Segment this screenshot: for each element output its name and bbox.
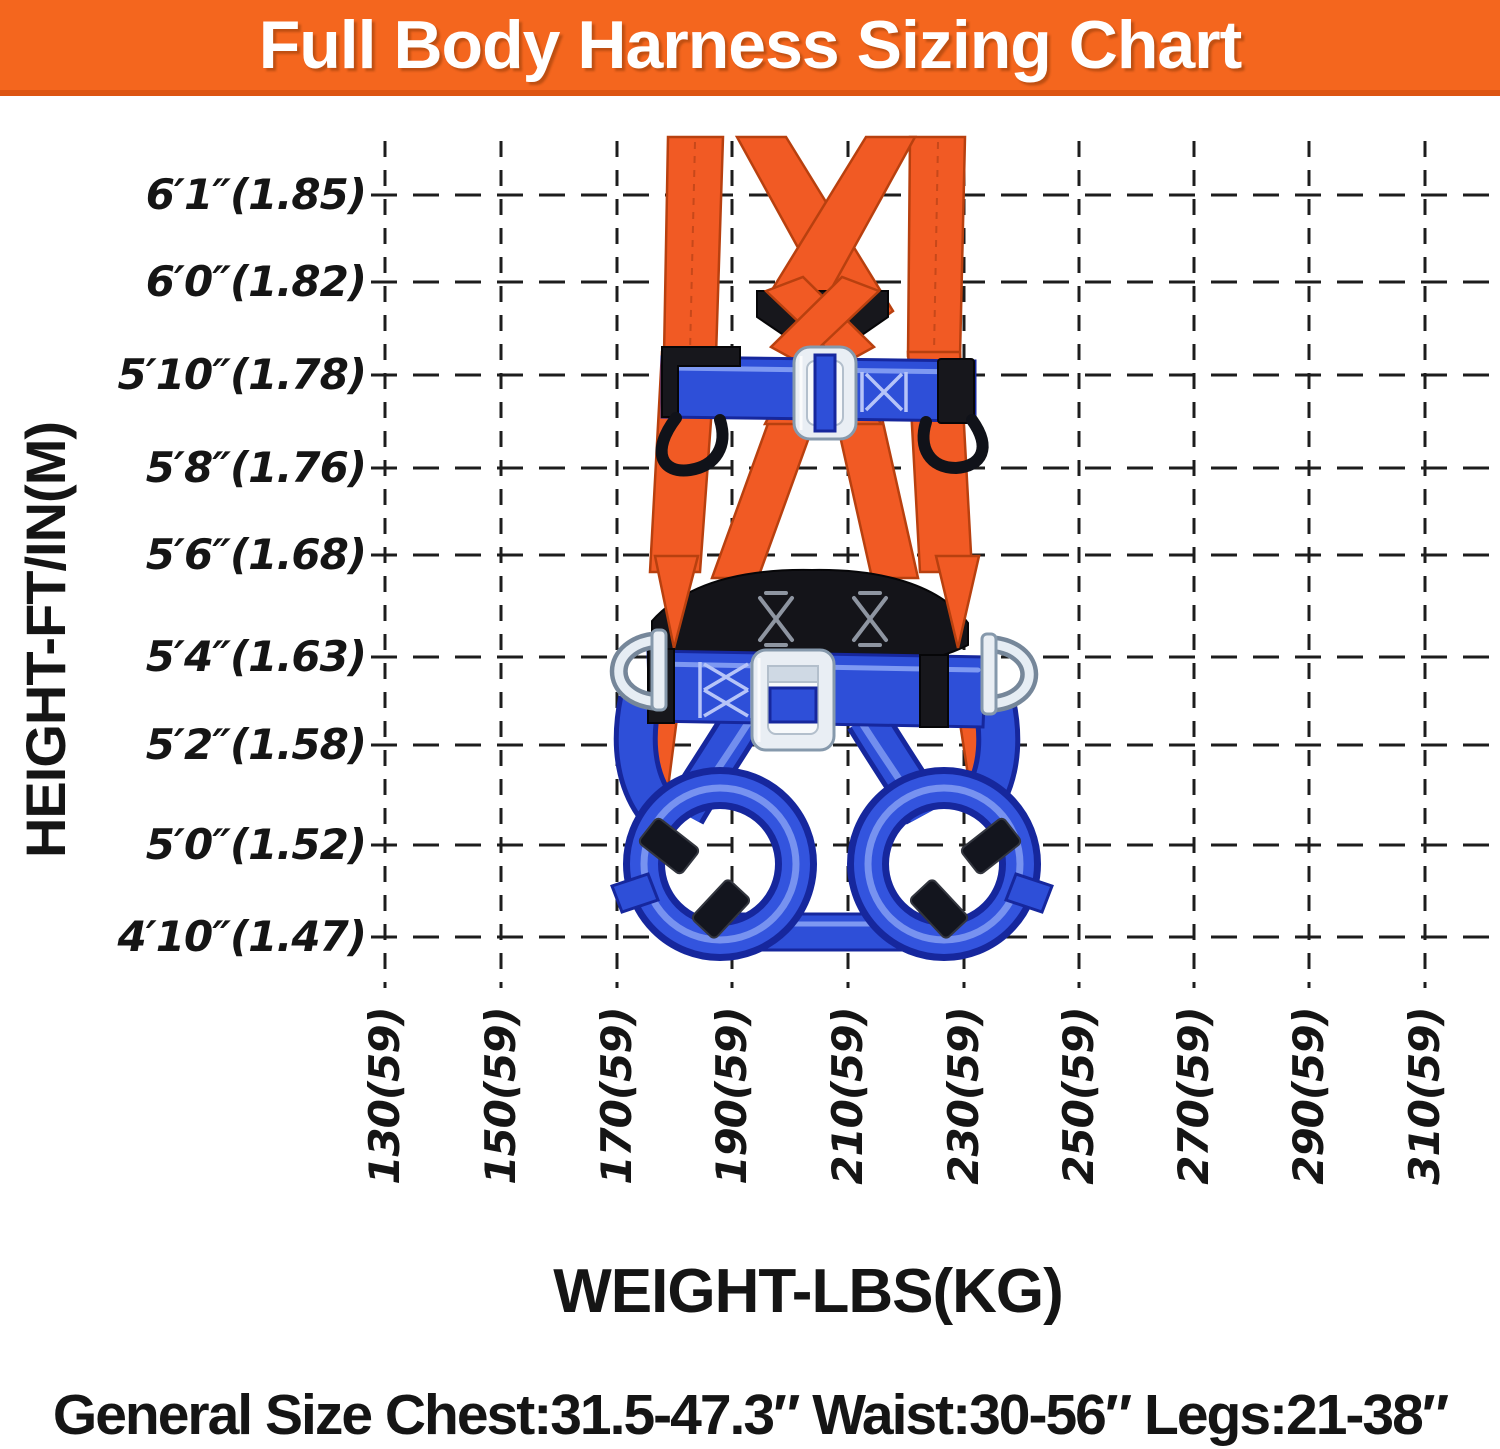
y-tick-label: 6′1″(1.85) bbox=[145, 170, 367, 219]
x-tick-label: 270(59) bbox=[1169, 1007, 1218, 1185]
waist-pad bbox=[651, 554, 981, 673]
belt-stitching bbox=[698, 662, 754, 718]
y-tick-label: 5′10″(1.78) bbox=[117, 350, 367, 399]
x-tick-label: 230(59) bbox=[939, 1007, 988, 1185]
y-tick-label: 5′4″(1.63) bbox=[145, 632, 367, 681]
y-tick-label: 4′10″(1.47) bbox=[117, 912, 367, 961]
belt-right-keeper bbox=[919, 654, 949, 728]
x-tick-label: 130(59) bbox=[360, 1007, 409, 1185]
y-tick-label: 5′6″(1.68) bbox=[145, 530, 367, 579]
right-d-ring bbox=[980, 632, 1039, 716]
y-tick-label: 6′0″(1.82) bbox=[145, 257, 367, 306]
waist-buckle bbox=[750, 648, 836, 752]
chest-left-d-loop bbox=[655, 412, 729, 477]
strap-tip-right bbox=[934, 554, 981, 649]
page-title: Full Body Harness Sizing Chart bbox=[258, 7, 1243, 83]
chest-right-keeper bbox=[937, 358, 975, 424]
chest-stitching bbox=[860, 372, 908, 412]
left-d-ring bbox=[609, 628, 668, 712]
general-size-note: General Size Chest:31.5-47.3″ Waist:30-5… bbox=[52, 1383, 1449, 1447]
chest-right-d-loop bbox=[917, 414, 989, 475]
waist-pad-stitch-left bbox=[758, 591, 794, 647]
x-tick-label: 290(59) bbox=[1284, 1007, 1333, 1185]
x-tick-label: 190(59) bbox=[707, 1007, 756, 1185]
x-tick-label: 310(59) bbox=[1400, 1007, 1449, 1185]
harness-illustration bbox=[609, 135, 1054, 961]
left-strap-tip bbox=[610, 872, 660, 914]
chest-buckle bbox=[792, 345, 858, 441]
x-tick-label: 250(59) bbox=[1054, 1007, 1103, 1185]
waist-belt bbox=[609, 628, 1039, 752]
right-leg-loop bbox=[847, 767, 1041, 961]
grid bbox=[371, 141, 1491, 988]
leg-straps bbox=[610, 695, 1054, 961]
chest-left-keeper bbox=[661, 346, 741, 418]
chest-strap bbox=[655, 345, 989, 477]
x-tick-label: 170(59) bbox=[592, 1007, 641, 1185]
right-strap-tip bbox=[1004, 872, 1054, 914]
x-tick-label: 210(59) bbox=[823, 1007, 872, 1185]
x-tick-label: 150(59) bbox=[476, 1007, 525, 1185]
y-tick-label: 5′8″(1.76) bbox=[145, 443, 367, 492]
strap-tip-left bbox=[653, 554, 700, 649]
y-tick-label: 5′0″(1.52) bbox=[145, 820, 367, 869]
left-leg-loop bbox=[623, 767, 817, 961]
y-tick-label: 5′2″(1.58) bbox=[145, 720, 367, 769]
x-axis-title: WEIGHT-LBS(KG) bbox=[553, 1257, 1064, 1326]
header-banner: Full Body Harness Sizing Chart bbox=[0, 0, 1500, 96]
waist-pad-stitch-right bbox=[852, 591, 888, 647]
